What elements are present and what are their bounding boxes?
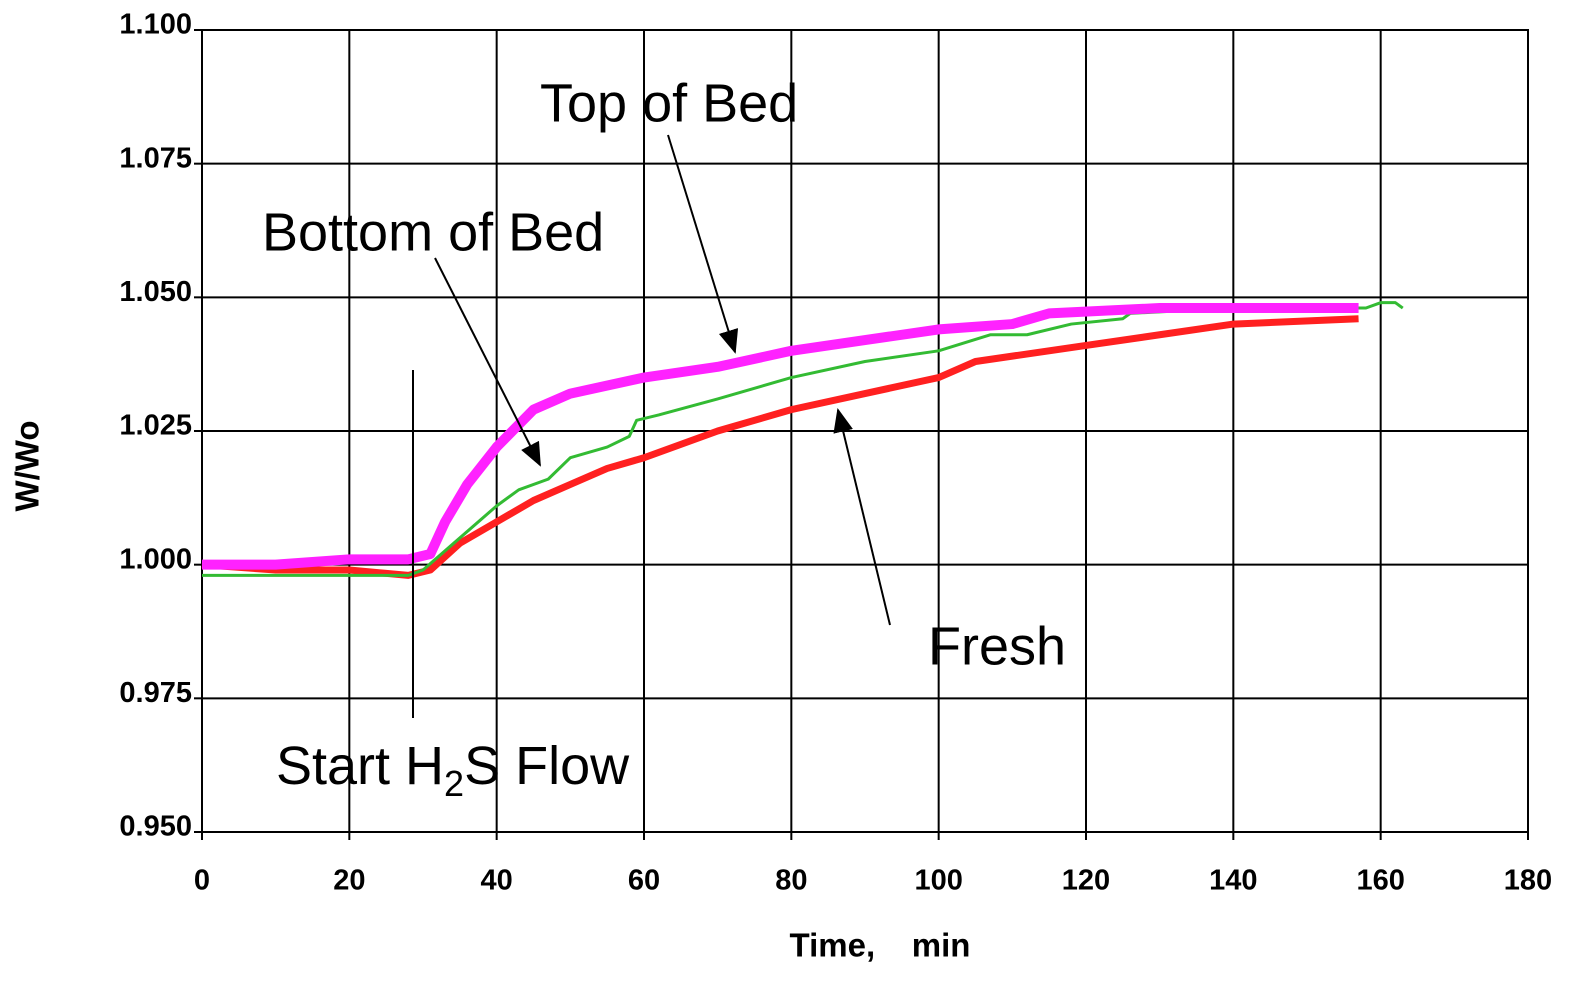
y-tick-label: 1.100	[119, 9, 192, 41]
x-tick-label: 60	[628, 865, 660, 897]
arrow	[667, 134, 739, 354]
arrow	[434, 257, 541, 467]
x-tick-label: 20	[333, 865, 365, 897]
x-tick-label: 40	[481, 865, 513, 897]
grid: 0.950 0.975 1.000 1.025 1.050 1.075 1.100 0 20 40…	[119, 9, 1552, 897]
x-tick-label: 0	[194, 865, 210, 897]
annotations: Top of Bed Bottom of Bed Fresh Start H2S…	[262, 73, 1066, 803]
x-tick-label: 120	[1062, 865, 1110, 897]
data-line	[202, 301, 1404, 577]
x-tick-label: 180	[1504, 865, 1552, 897]
y-tick-label: 0.950	[119, 811, 192, 843]
start-label: Start H2S Flow	[276, 736, 630, 803]
arrow	[833, 408, 891, 626]
x-tick-label: 160	[1356, 865, 1404, 897]
series-label: Top of Bed	[540, 73, 798, 133]
x-tick-label: 80	[775, 865, 807, 897]
series-label: Fresh	[928, 616, 1066, 676]
x-tick-label: 100	[914, 865, 962, 897]
series-label: Bottom of Bed	[262, 202, 604, 262]
y-tick-label: 1.025	[119, 410, 192, 442]
y-tick-label: 1.075	[119, 142, 192, 174]
y-tick-label: 1.000	[119, 543, 192, 575]
y-axis-title: W/Wo	[9, 420, 46, 511]
plot-frame	[201, 29, 1529, 833]
y-tick-label: 1.050	[119, 276, 192, 308]
x-axis-title: Time, min	[790, 927, 971, 964]
y-tick-label: 0.975	[119, 677, 192, 709]
data-line	[202, 303, 1359, 570]
x-tick-label: 140	[1209, 865, 1257, 897]
series-group	[201, 301, 1404, 579]
